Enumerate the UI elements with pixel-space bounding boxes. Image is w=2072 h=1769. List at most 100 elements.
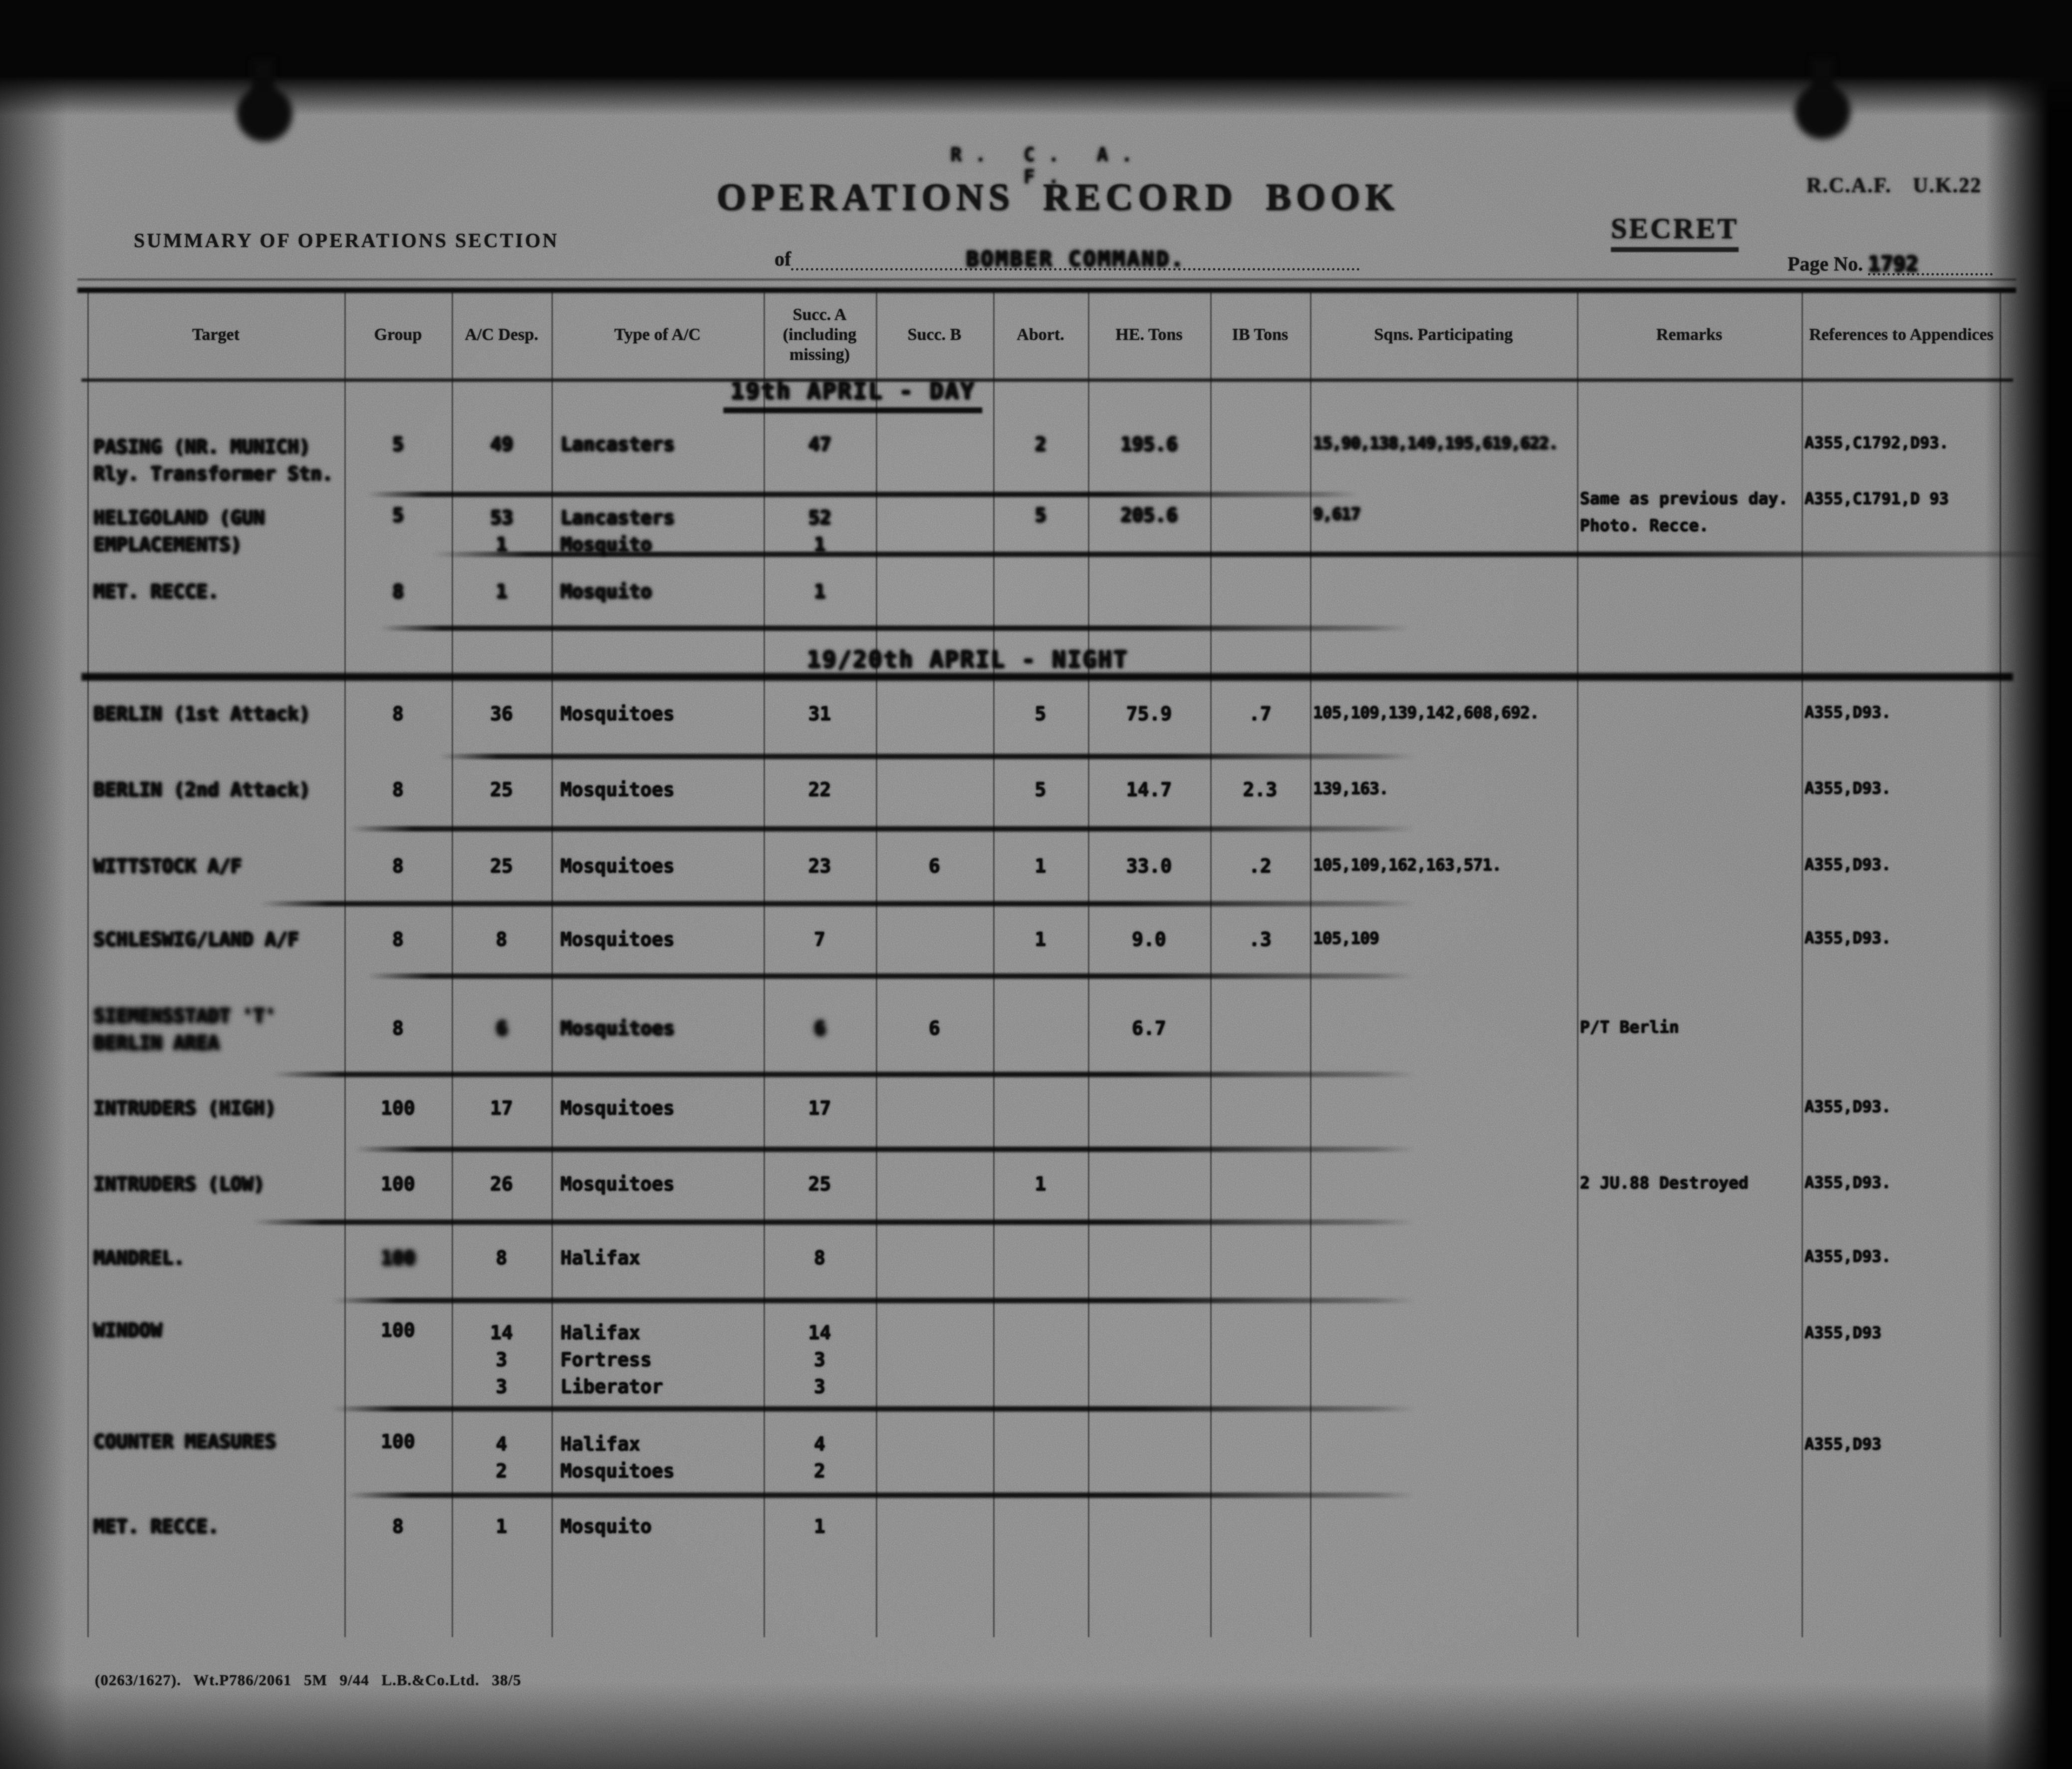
row-rule <box>367 973 1415 979</box>
aircraft-type: Lancasters <box>560 433 675 455</box>
aircraft-type: Lancasters <box>560 507 675 529</box>
table-row: MET. RECCE. 8 1 Mosquito 1 <box>87 1515 2001 1537</box>
target: INTRUDERS (LOW) <box>93 1173 265 1195</box>
references: A355,D93. <box>1805 928 1891 947</box>
target: WINDOW <box>93 1319 162 1341</box>
references-line2: A355,D93 <box>1805 1435 1882 1454</box>
row-rule <box>432 552 2054 557</box>
row-rule <box>259 901 1415 906</box>
aircraft-despatched-line2: 3 <box>496 1349 508 1371</box>
table-row: BERLIN (1st Attack) 8 36 Mosquitoes 31 5… <box>87 703 2001 725</box>
table-row: SCHLESWIG/LAND A/F 8 8 Mosquitoes 7 1 9.… <box>87 928 2001 950</box>
target-line2: EMPLACEMENTS) <box>93 534 242 556</box>
target: BERLIN (2nd Attack) <box>93 779 310 801</box>
he-tons: 9.0 <box>1132 928 1166 950</box>
punch-hole-left <box>237 86 292 142</box>
group: 100 <box>381 1431 415 1453</box>
target: MET. RECCE. <box>93 1515 219 1537</box>
succ-a: 7 <box>814 928 825 950</box>
group: 100 <box>381 1173 415 1195</box>
row-rule <box>354 1147 1415 1152</box>
remarks-line2: Photo. Recce. <box>1580 516 1709 535</box>
group: 5 <box>392 433 404 455</box>
page-number-value: 1792 <box>1867 252 1918 276</box>
table-row: INTRUDERS (LOW) 100 26 Mosquitoes 25 1 2… <box>87 1173 2001 1195</box>
aircraft-type: Mosquitoes <box>560 703 675 725</box>
remarks: P/T Berlin <box>1580 1017 1679 1037</box>
succ-a: 14 <box>808 1322 831 1344</box>
punch-hole-right <box>1795 83 1850 139</box>
target: MET. RECCE. <box>93 581 219 602</box>
target-line2: BERLIN AREA <box>93 1032 219 1054</box>
aircraft-type: Halifax <box>560 1433 641 1455</box>
succ-b: 6 <box>929 855 940 877</box>
table-header-row: Target Group A/C Desp. Type of A/C Succ.… <box>87 291 2001 379</box>
abort: 5 <box>1035 779 1046 801</box>
aircraft-type-line3: Liberator <box>560 1376 663 1398</box>
succ-a: 31 <box>808 703 831 725</box>
references: A355,D93. <box>1805 1173 1891 1192</box>
succ-a: 25 <box>808 1173 831 1195</box>
aircraft-type: Mosquitoes <box>560 1017 675 1039</box>
abort: 5 <box>1035 703 1046 725</box>
abort: 1 <box>1035 1173 1046 1195</box>
references: A355,D93. <box>1805 703 1891 722</box>
target: INTRUDERS (HIGH) <box>93 1097 276 1119</box>
aircraft-type: Halifax <box>560 1322 641 1344</box>
references-line2: A355,C1791,D 93 <box>1805 489 1949 508</box>
page-number-label: Page No. <box>1788 253 1863 275</box>
target: COUNTER MEASURES <box>93 1431 276 1453</box>
target: WITTSTOCK A/F <box>93 855 242 877</box>
remarks: Same as previous day. <box>1580 489 1789 508</box>
aircraft-despatched: 53 <box>490 507 513 529</box>
row-rule <box>332 1298 1415 1303</box>
aircraft-despatched: 26 <box>490 1173 513 1195</box>
page-title: OPERATIONS RECORD BOOK <box>716 176 1400 218</box>
references: A355,D93. <box>1805 855 1891 874</box>
row-rule <box>347 1492 1415 1498</box>
column-header-ib-tons: IB Tons <box>1232 325 1289 344</box>
succ-a-line2: 3 <box>814 1349 825 1371</box>
abort: 1 <box>1035 855 1046 877</box>
squadrons: 139,163. <box>1313 779 1389 798</box>
table-row: COUNTER MEASURES 100 4 2 Halifax Mosquitoe… <box>87 1431 2001 1484</box>
row-rule <box>349 826 1415 832</box>
aircraft-despatched: 1 <box>496 581 508 602</box>
group: 8 <box>392 1515 404 1537</box>
abort: 1 <box>1035 928 1046 950</box>
column-header-type: Type of A/C <box>614 325 701 344</box>
row-rule <box>439 754 1415 759</box>
aircraft-type: Mosquitoes <box>560 928 675 950</box>
aircraft-type: Mosquitoes <box>560 1097 675 1119</box>
command-value: BOMBER COMMAND. <box>966 247 1185 271</box>
succ-a: 52 <box>808 507 831 529</box>
aircraft-despatched-line2: 2 <box>496 1460 508 1482</box>
column-header-group: Group <box>374 325 422 344</box>
of-label: of <box>775 248 791 270</box>
aircraft-despatched: 14 <box>490 1322 513 1344</box>
operations-table: Target Group A/C Desp. Type of A/C Succ.… <box>77 279 2054 1637</box>
group: 8 <box>392 703 404 725</box>
group: 5 <box>392 504 404 526</box>
table-row: WITTSTOCK A/F 8 25 Mosquitoes 23 6 1 33.… <box>87 855 2001 877</box>
succ-a: 1 <box>814 1515 825 1537</box>
table-row: WINDOW 100 14 3 3 Halifax Fortress Liberator… <box>87 1319 2001 1400</box>
aircraft-despatched: 25 <box>490 779 513 801</box>
he-tons: 6.7 <box>1132 1017 1166 1039</box>
dotted-rule: BOMBER COMMAND. <box>791 244 1360 271</box>
section-title-night: 19/20th APRIL - NIGHT <box>806 646 1129 673</box>
table-row: MET. RECCE. 8 1 Mosquito 1 <box>87 581 2001 602</box>
aircraft-despatched: 49 <box>490 433 513 455</box>
group: 8 <box>392 855 404 877</box>
column-header-sqns: Sqns. Participating <box>1374 325 1513 344</box>
row-rule <box>379 625 1410 631</box>
ib-tons: .2 <box>1249 855 1272 877</box>
succ-a: 4 <box>814 1433 825 1455</box>
table-row: MANDREL. 100 8 Halifax 8 A355,D93. <box>87 1247 2001 1269</box>
aircraft-type: Mosquito <box>560 581 652 602</box>
group: 100 <box>381 1097 415 1119</box>
references: A355,C1792,D93. <box>1805 433 1949 452</box>
aircraft-type: Halifax <box>560 1247 641 1269</box>
column-header-he-tons: HE. Tons <box>1115 325 1183 344</box>
aircraft-type-line2: Mosquitoes <box>560 1460 675 1482</box>
